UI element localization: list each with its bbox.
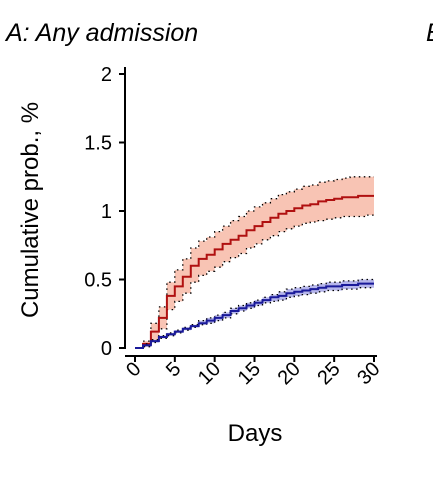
series-2-line <box>135 282 374 349</box>
panel-title: A: Any admission <box>4 19 198 47</box>
y-tick-label: 1.5 <box>84 133 112 155</box>
x-axis-ticks: 0 5 10 15 20 25 30 <box>122 356 385 389</box>
next-panel-title-fragment: B <box>426 19 433 47</box>
x-tick-label: 25 <box>313 358 344 389</box>
x-tick-label: 0 <box>122 358 145 381</box>
x-tick-label: 30 <box>353 358 384 389</box>
series-1-ci-band <box>135 176 374 348</box>
x-tick-label: 5 <box>162 358 185 381</box>
y-tick-label: 0.5 <box>84 270 112 292</box>
series-1-line <box>135 194 374 349</box>
y-tick-label: 0 <box>101 338 112 360</box>
y-axis-title: Cumulative prob., % <box>17 102 44 318</box>
x-tick-label: 10 <box>194 358 225 389</box>
x-tick-label: 20 <box>274 358 305 389</box>
confidence-bands <box>135 176 374 348</box>
series-lines <box>135 176 374 349</box>
series-1-lower-bound <box>135 214 374 349</box>
x-axis-title: Days <box>228 420 283 447</box>
y-tick-label: 1 <box>101 201 112 223</box>
x-tick-label: 15 <box>234 358 265 389</box>
y-tick-label: 2 <box>101 64 112 86</box>
y-axis-ticks: 0 0.5 1 1.5 2 <box>84 64 125 360</box>
